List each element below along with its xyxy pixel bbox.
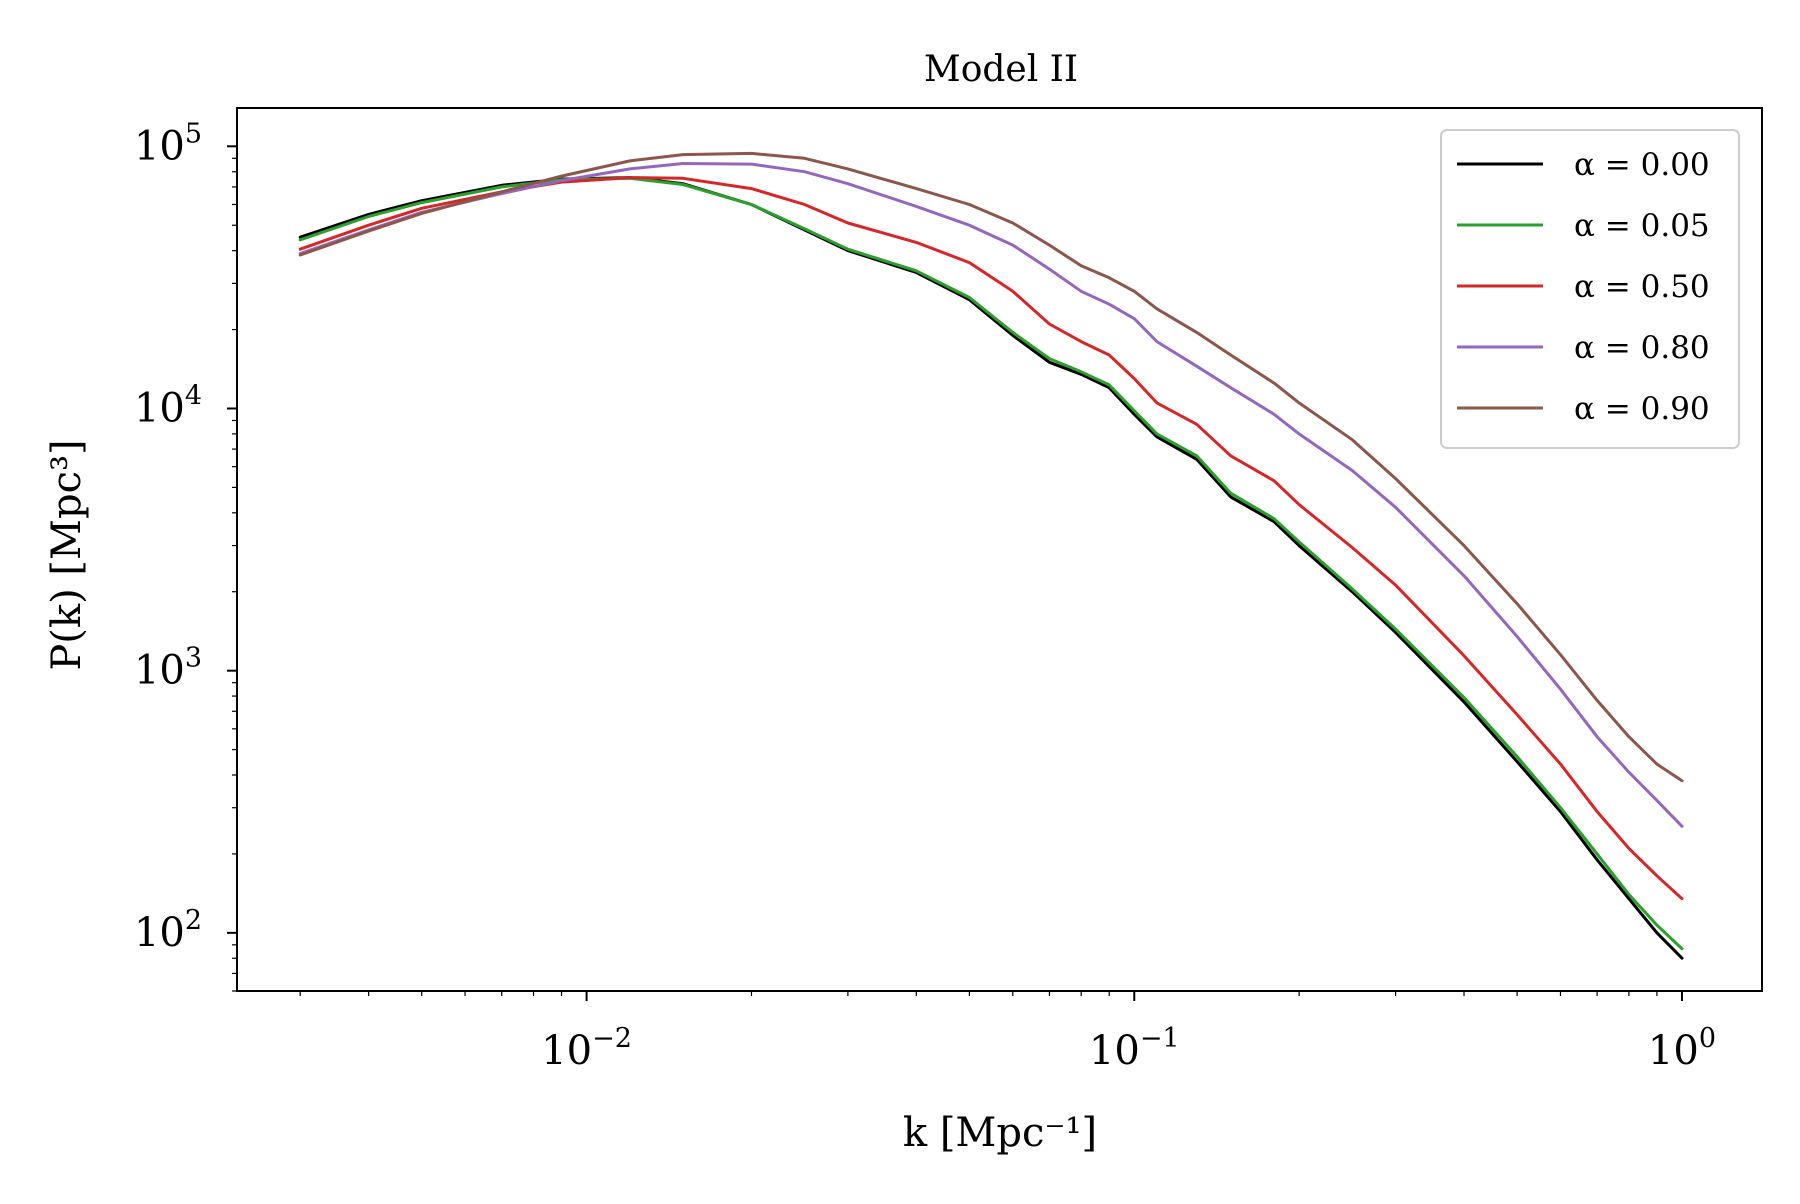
- legend-label-0: α = 0.00: [1574, 147, 1710, 183]
- y-axis-label: P(k) [Mpc³]: [44, 439, 90, 670]
- x-axis: 10−2 10−1 100: [299, 991, 1716, 1074]
- y-tick-label: 105: [134, 118, 202, 169]
- legend-label-3: α = 0.80: [1574, 330, 1710, 366]
- series-line-2: [298, 176, 1684, 901]
- legend-box: [1440, 129, 1740, 449]
- legend-label-1: α = 0.05: [1574, 208, 1710, 244]
- y-tick-label: 104: [134, 380, 202, 431]
- x-tick-label: 10−2: [541, 1023, 632, 1074]
- legend-label-4: α = 0.90: [1574, 391, 1710, 427]
- x-axis-label: k [Mpc⁻¹]: [903, 1110, 1097, 1156]
- legend-label-2: α = 0.50: [1574, 269, 1710, 305]
- y-axis: 102 103 104 105: [134, 118, 237, 992]
- series-line-3: [298, 162, 1684, 828]
- x-tick-label: 100: [1648, 1023, 1716, 1074]
- series-line-4: [298, 151, 1684, 783]
- legend: α = 0.00 α = 0.05 α = 0.50 α = 0.80 α = 0.90: [1440, 129, 1740, 449]
- plot-area-frame: [236, 107, 1763, 992]
- y-tick-label: 103: [134, 643, 202, 694]
- chart-title: Model II: [924, 49, 1078, 90]
- x-tick-label: 10−1: [1089, 1023, 1180, 1074]
- y-tick-label: 102: [134, 905, 202, 956]
- series-lines: [298, 151, 1684, 960]
